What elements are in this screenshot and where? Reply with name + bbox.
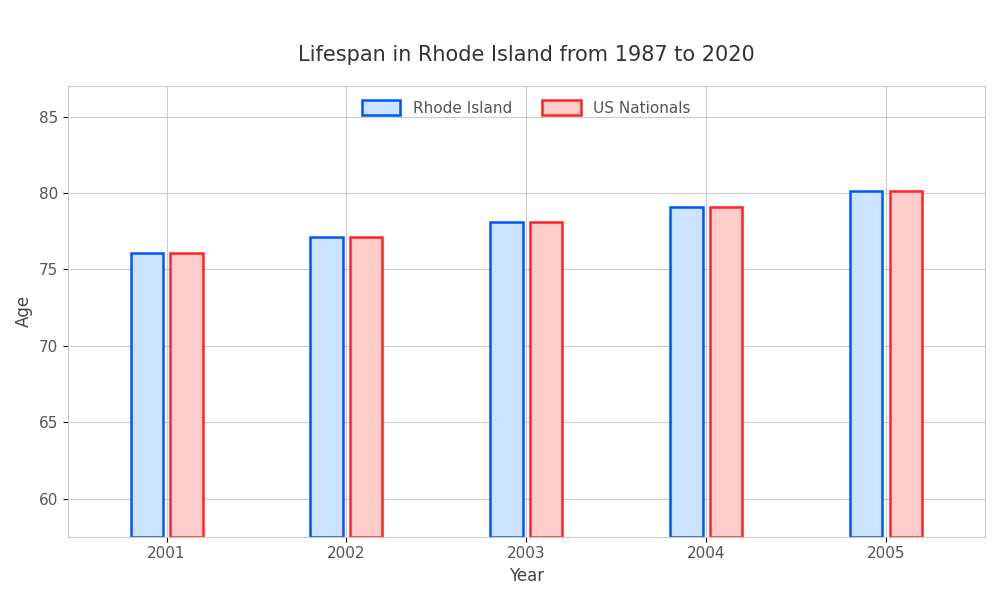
Bar — [710, 207, 742, 537]
Y-axis label: Age: Age — [15, 295, 33, 328]
Bar — [490, 222, 523, 537]
Title: Lifespan in Rhode Island from 1987 to 2020: Lifespan in Rhode Island from 1987 to 20… — [298, 45, 755, 65]
Bar — [131, 253, 163, 537]
X-axis label: Year: Year — [509, 567, 544, 585]
Bar — [350, 237, 382, 537]
Bar — [170, 253, 203, 537]
Bar — [890, 191, 922, 537]
Bar — [310, 237, 343, 537]
Bar — [670, 207, 703, 537]
Bar — [850, 191, 882, 537]
Bar — [530, 222, 562, 537]
Legend: Rhode Island, US Nationals: Rhode Island, US Nationals — [356, 94, 697, 122]
